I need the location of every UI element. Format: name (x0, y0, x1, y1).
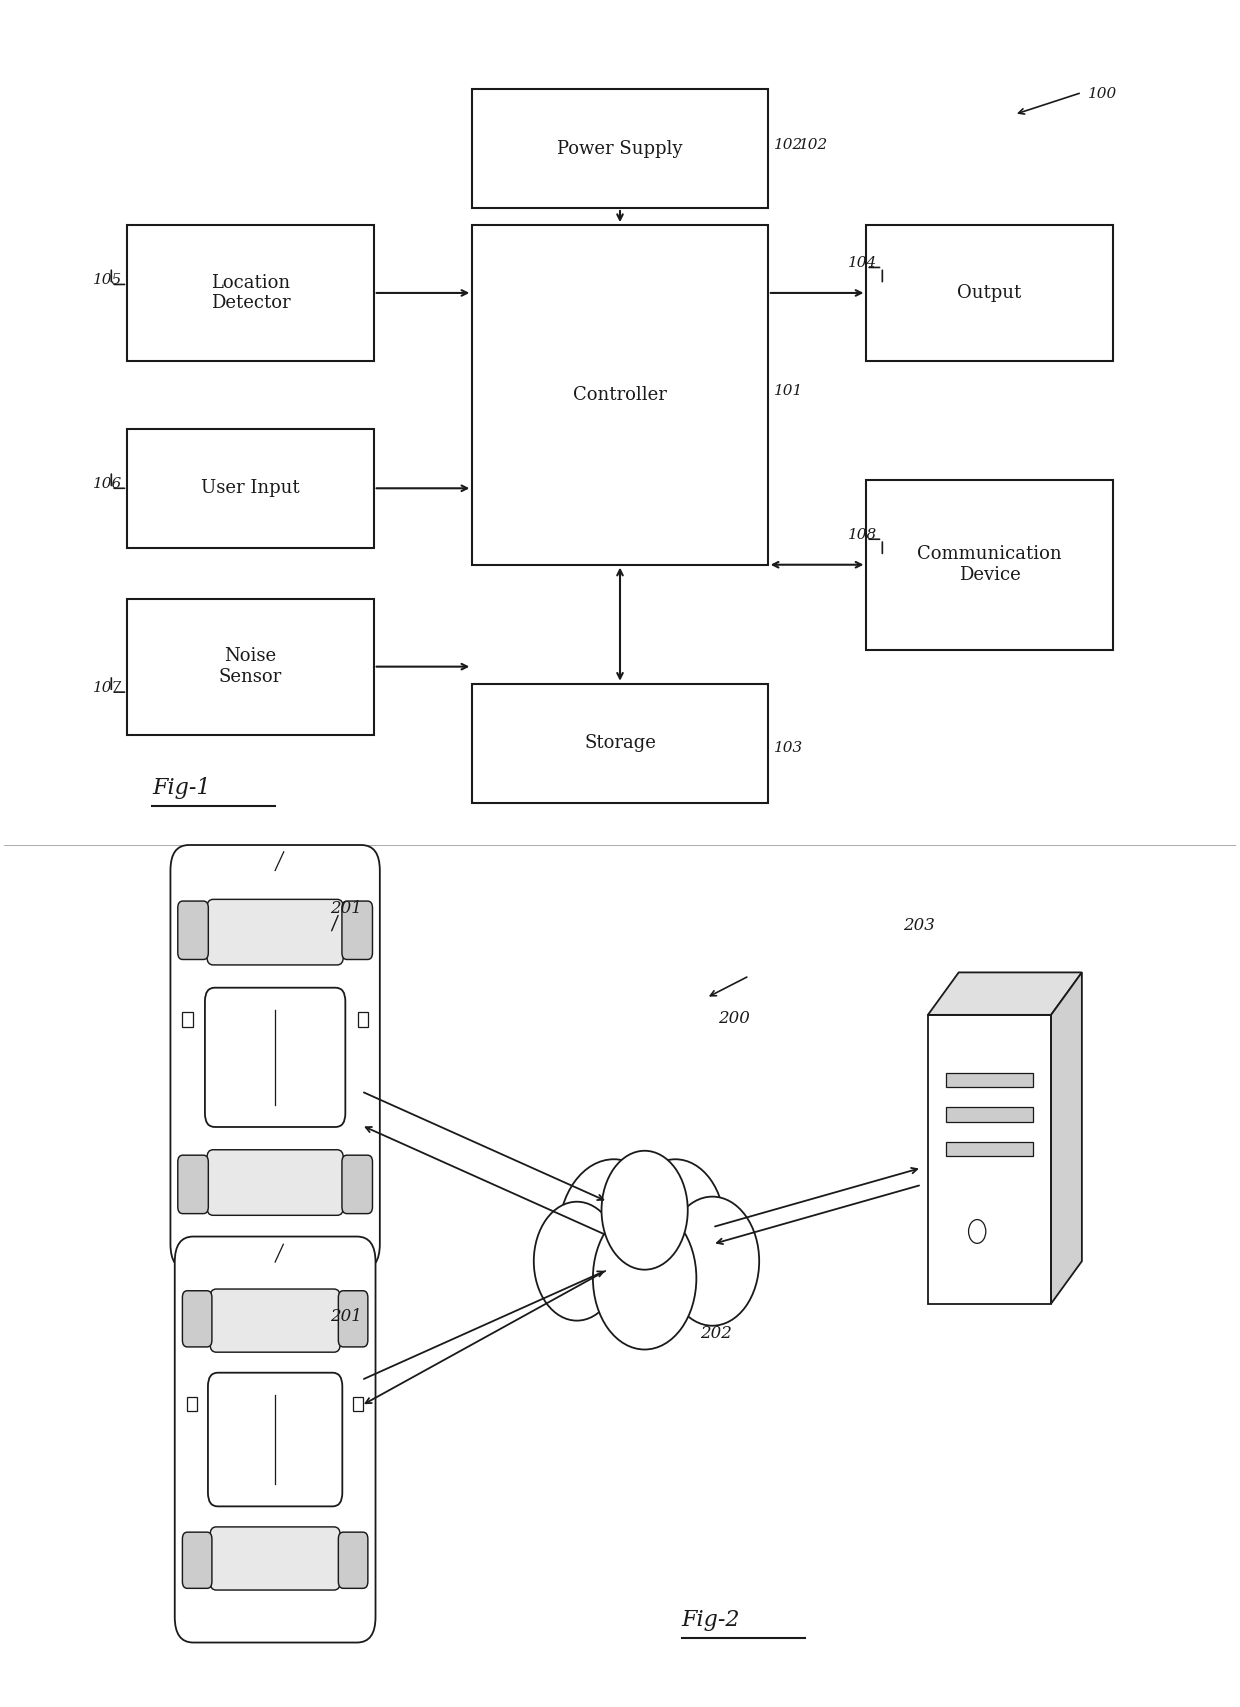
Circle shape (593, 1207, 697, 1350)
Text: 106: 106 (93, 478, 122, 492)
Text: 104: 104 (848, 256, 877, 270)
FancyBboxPatch shape (182, 1290, 212, 1347)
Text: 100: 100 (1087, 87, 1117, 101)
Text: Storage: Storage (584, 734, 656, 753)
Circle shape (601, 1151, 688, 1270)
FancyBboxPatch shape (472, 683, 768, 802)
FancyBboxPatch shape (472, 225, 768, 565)
FancyBboxPatch shape (342, 1156, 372, 1214)
FancyBboxPatch shape (182, 1533, 212, 1588)
Polygon shape (928, 973, 1081, 1016)
FancyBboxPatch shape (175, 1236, 376, 1642)
Circle shape (968, 1219, 986, 1243)
FancyBboxPatch shape (357, 1012, 368, 1028)
FancyBboxPatch shape (946, 1142, 1033, 1156)
FancyBboxPatch shape (187, 1396, 197, 1412)
FancyBboxPatch shape (210, 1289, 340, 1352)
Text: 101: 101 (774, 384, 804, 398)
FancyBboxPatch shape (128, 599, 373, 734)
Text: 103: 103 (774, 741, 804, 754)
FancyBboxPatch shape (207, 1151, 343, 1215)
Text: 201: 201 (331, 1308, 362, 1325)
FancyBboxPatch shape (928, 1016, 1052, 1304)
Text: 102: 102 (774, 138, 804, 152)
Text: Power Supply: Power Supply (557, 140, 683, 157)
FancyBboxPatch shape (210, 1526, 340, 1589)
Text: 102: 102 (799, 138, 828, 152)
Text: Controller: Controller (573, 386, 667, 405)
Text: 200: 200 (718, 1011, 750, 1028)
Polygon shape (1052, 973, 1081, 1304)
FancyBboxPatch shape (339, 1533, 368, 1588)
Text: 107: 107 (93, 681, 122, 695)
Text: Output: Output (957, 283, 1022, 302)
Text: User Input: User Input (201, 480, 300, 497)
FancyBboxPatch shape (205, 988, 345, 1127)
Text: 105: 105 (93, 273, 122, 287)
FancyBboxPatch shape (128, 225, 373, 360)
Text: Fig-1: Fig-1 (153, 777, 211, 799)
FancyBboxPatch shape (177, 901, 208, 959)
FancyBboxPatch shape (353, 1396, 363, 1412)
FancyBboxPatch shape (946, 1072, 1033, 1087)
FancyBboxPatch shape (182, 1012, 192, 1028)
FancyBboxPatch shape (128, 428, 373, 548)
Text: Fig-2: Fig-2 (682, 1610, 740, 1632)
FancyBboxPatch shape (946, 1108, 1033, 1121)
Text: 203: 203 (903, 917, 935, 934)
Circle shape (626, 1159, 724, 1296)
Text: Noise
Sensor: Noise Sensor (219, 647, 283, 686)
Text: Communication
Device: Communication Device (918, 545, 1061, 584)
FancyBboxPatch shape (207, 900, 343, 964)
Text: 201: 201 (331, 900, 362, 917)
Text: 202: 202 (701, 1325, 732, 1342)
Text: 108: 108 (848, 527, 877, 543)
FancyBboxPatch shape (208, 1372, 342, 1506)
FancyBboxPatch shape (472, 89, 768, 208)
Circle shape (533, 1202, 620, 1321)
FancyBboxPatch shape (867, 480, 1112, 650)
FancyBboxPatch shape (867, 225, 1112, 360)
Circle shape (558, 1159, 670, 1313)
FancyBboxPatch shape (342, 901, 372, 959)
FancyBboxPatch shape (170, 845, 379, 1270)
Text: Location
Detector: Location Detector (211, 273, 290, 312)
FancyBboxPatch shape (339, 1290, 368, 1347)
Circle shape (666, 1197, 759, 1326)
FancyBboxPatch shape (177, 1156, 208, 1214)
